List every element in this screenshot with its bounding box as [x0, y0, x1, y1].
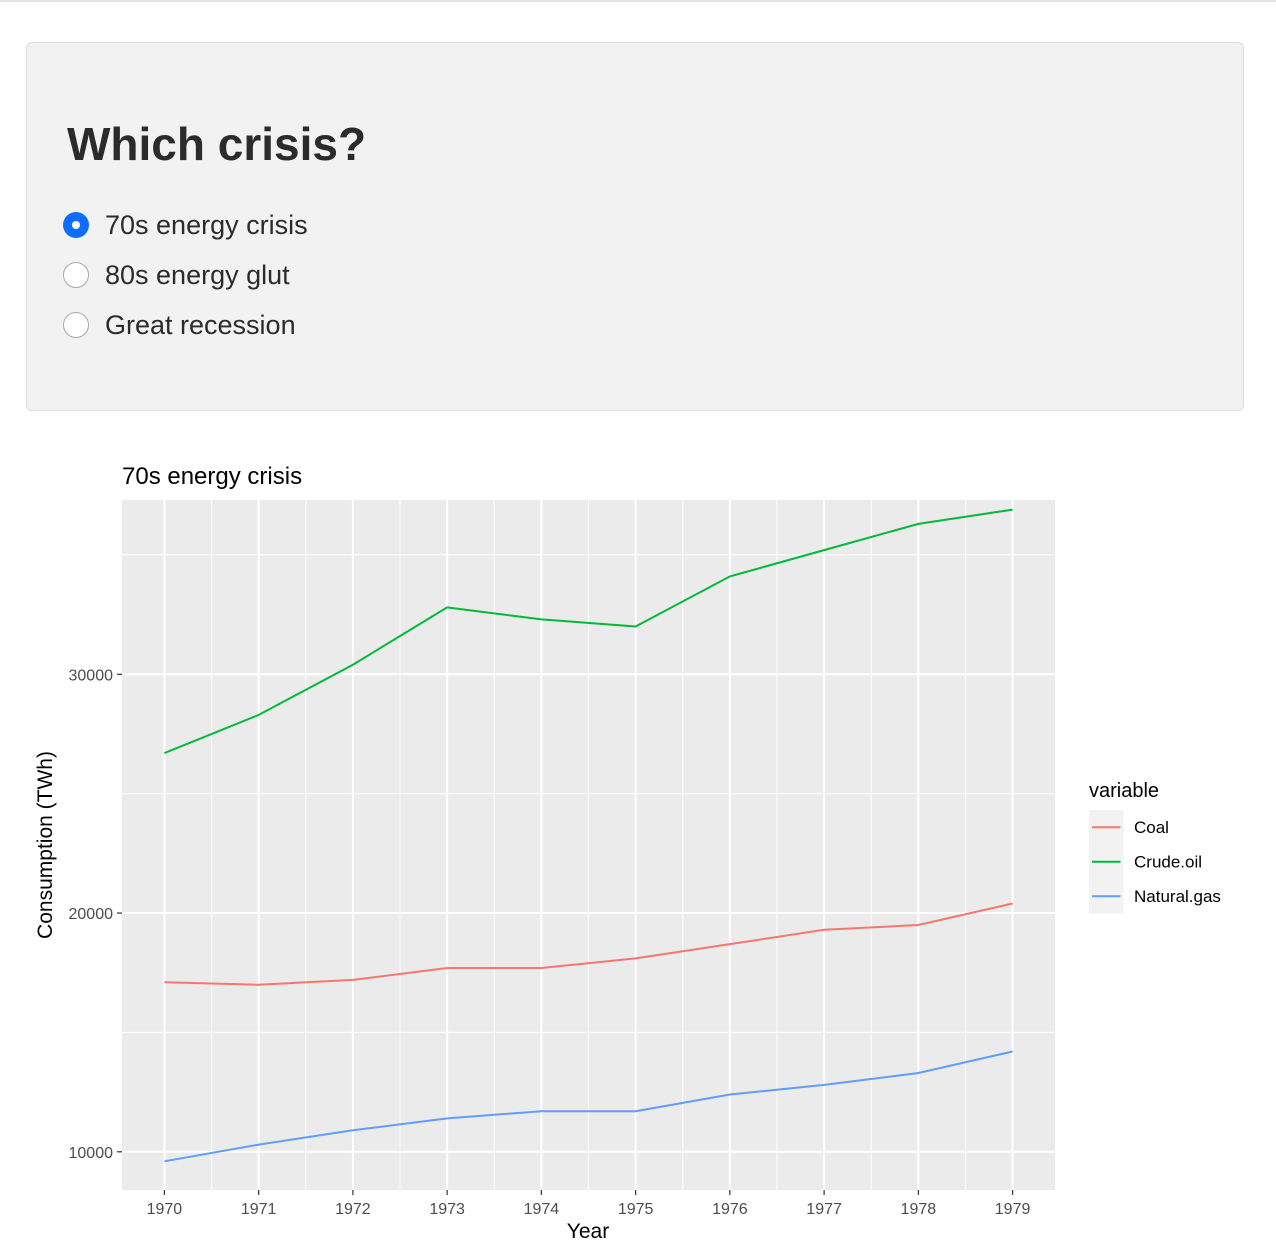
series-line-crude-oil: [164, 508, 1013, 755]
x-axis-ticks: 1970 1971 1972 1973 1974 1975 1976 1977 1978 1979: [147, 1190, 1031, 1218]
y-tick-label: 20000: [69, 906, 114, 923]
minor-gridlines: [122, 500, 1055, 1190]
control-panel: Which crisis? 70s energy crisis 80s ener…: [26, 42, 1244, 411]
legend-title: variable: [1089, 780, 1159, 802]
x-tick-label: 1971: [241, 1201, 277, 1218]
series-line-natural-gas: [164, 1050, 1013, 1163]
x-tick-label: 1970: [147, 1201, 183, 1218]
x-tick-label: 1979: [995, 1201, 1031, 1218]
x-tick-label: 1977: [806, 1201, 842, 1218]
radio-option-80s-energy-glut[interactable]: 80s energy glut: [63, 257, 290, 293]
legend-label: Natural.gas: [1134, 887, 1221, 906]
major-gridlines: [122, 500, 1055, 1190]
top-border: [0, 0, 1276, 2]
x-tick-label: 1978: [901, 1201, 937, 1218]
legend: Coal Crude.oil Natural.gas: [1089, 810, 1221, 914]
radio-option-70s-energy-crisis[interactable]: 70s energy crisis: [63, 207, 308, 243]
legend-label: Coal: [1134, 818, 1169, 837]
x-tick-label: 1975: [618, 1201, 654, 1218]
chart-title: 70s energy crisis: [122, 463, 302, 490]
y-tick-label: 10000: [69, 1145, 114, 1162]
legend-label: Crude.oil: [1134, 853, 1202, 872]
y-tick-label: 30000: [69, 667, 114, 684]
series-lines: [164, 508, 1013, 1163]
x-tick-label: 1974: [524, 1201, 560, 1218]
radio-unselected-icon[interactable]: [63, 262, 89, 288]
radio-option-great-recession[interactable]: Great recession: [63, 307, 296, 343]
radio-label: 80s energy glut: [105, 259, 290, 290]
x-tick-label: 1976: [712, 1201, 748, 1218]
radio-unselected-icon[interactable]: [63, 312, 89, 338]
y-axis-label: Consumption (TWh): [34, 751, 57, 939]
series-line-coal: [164, 902, 1013, 986]
x-tick-label: 1972: [335, 1201, 371, 1218]
x-axis-label: Year: [567, 1220, 609, 1243]
y-axis-ticks: 10000 20000 30000: [69, 667, 122, 1162]
radio-selected-icon[interactable]: [63, 212, 89, 238]
radio-label: 70s energy crisis: [105, 209, 308, 240]
x-tick-label: 1973: [429, 1201, 465, 1218]
panel-heading: Which crisis?: [67, 118, 367, 170]
radio-label: Great recession: [105, 309, 296, 340]
